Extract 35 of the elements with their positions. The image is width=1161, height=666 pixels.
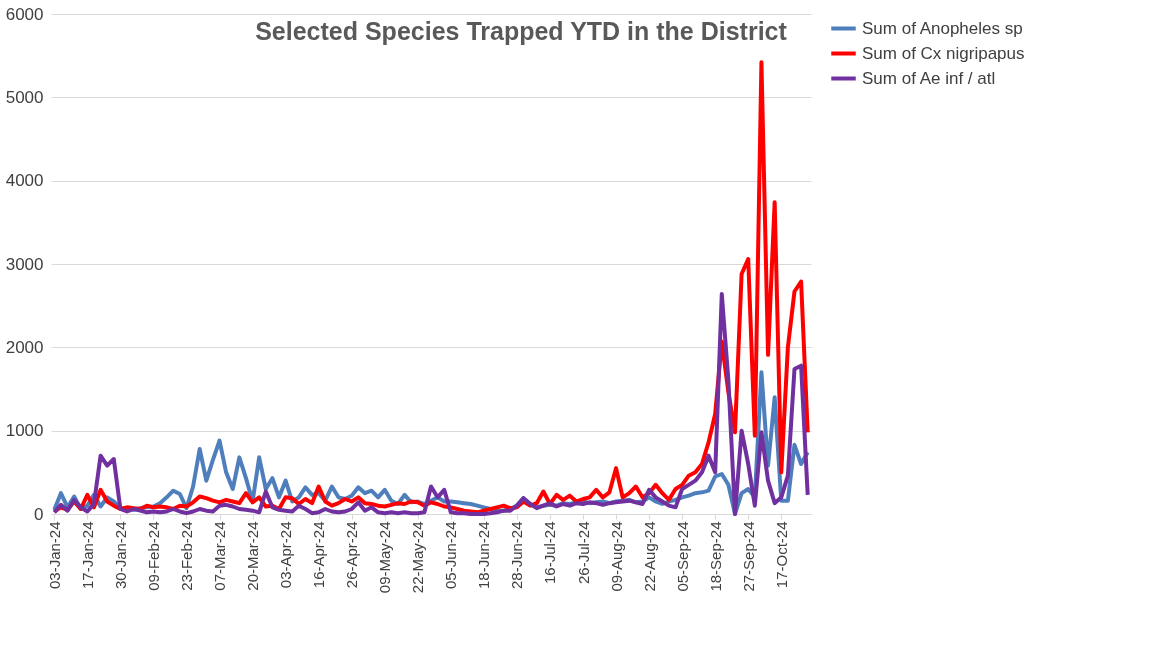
- y-tick-label: 1000: [5, 421, 44, 441]
- x-tick-label: 09-May-24: [376, 521, 394, 594]
- x-tick-label: 30-Jan-24: [111, 521, 129, 590]
- x-tick-label: 05-Jun-24: [442, 521, 460, 590]
- x-tick-label: 17-Jan-24: [78, 521, 96, 590]
- x-tick-label: 16-Jul-24: [541, 521, 559, 585]
- x-tick-label: 26-Jul-24: [574, 521, 592, 585]
- x-tick-label: 20-Mar-24: [244, 521, 262, 591]
- legend-label: Sum of Anopheles sp: [862, 18, 1023, 38]
- y-tick-label: 0: [34, 504, 44, 524]
- x-tick-label: 22-May-24: [409, 521, 427, 594]
- x-tick-label: 23-Feb-24: [177, 521, 195, 591]
- legend-label: Sum of Cx nigripapus: [862, 43, 1025, 63]
- x-tick-label: 18-Sep-24: [706, 521, 724, 592]
- x-tick-label: 03-Jan-24: [45, 521, 63, 590]
- legend-label: Sum of Ae inf / atl: [862, 68, 996, 88]
- x-tick-label: 27-Sep-24: [739, 521, 757, 592]
- x-tick-label: 26-Apr-24: [343, 521, 361, 589]
- x-tick-label: 17-Oct-24: [772, 521, 790, 589]
- x-tick-label: 09-Aug-24: [607, 521, 625, 592]
- line-series: [52, 292, 810, 516]
- x-tick-label: 18-Jun-24: [475, 521, 493, 590]
- y-tick-label: 3000: [5, 254, 44, 274]
- y-tick-label: 6000: [5, 4, 44, 24]
- x-tick-label: 16-Apr-24: [310, 521, 328, 589]
- x-tick-label: 03-Apr-24: [277, 521, 295, 589]
- x-tick-label: 28-Jun-24: [508, 521, 526, 590]
- x-tick-label: 22-Aug-24: [640, 521, 658, 592]
- y-tick-label: 5000: [5, 87, 44, 107]
- y-tick-label: 4000: [5, 171, 44, 191]
- x-tick-label: 05-Sep-24: [673, 521, 691, 592]
- y-tick-label: 2000: [5, 337, 44, 357]
- chart-title: Selected Species Trapped YTD in the District: [255, 17, 788, 45]
- x-tick-label: 07-Mar-24: [211, 521, 229, 591]
- x-tick-label: 09-Feb-24: [144, 521, 162, 591]
